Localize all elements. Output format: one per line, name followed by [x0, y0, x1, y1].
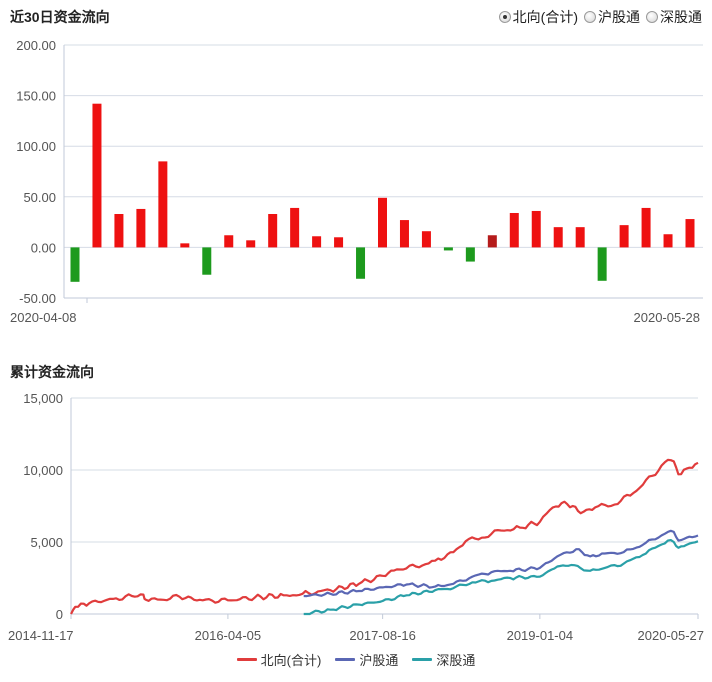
flow-bar	[70, 247, 80, 282]
radio-north-label: 北向(合计)	[512, 9, 578, 25]
flow-bar	[399, 220, 409, 248]
bar-y-tick-label: 150.00	[16, 89, 56, 104]
legend-item-shenzhen[interactable]: 深股通	[412, 650, 475, 669]
flow-bar	[92, 103, 102, 248]
flow-bar	[378, 197, 387, 248]
line-y-tick-label: 15,000	[23, 391, 63, 406]
flow-bar	[246, 240, 256, 248]
line-y-tick-label: 10,000	[23, 463, 63, 478]
radio-shanghai[interactable]: 沪股通	[584, 7, 640, 27]
bar-x-label-end: 2020-05-28	[634, 310, 701, 325]
flow-bar	[312, 236, 322, 248]
north-cumulative-line	[70, 458, 699, 615]
flow-bar	[641, 207, 651, 248]
line-x-tick-label: 2019-01-04	[507, 628, 574, 643]
flow-bar	[465, 247, 475, 262]
legend-item-shanghai[interactable]: 沪股通	[335, 650, 398, 669]
line-x-tick-label: 2020-05-27	[638, 628, 705, 643]
flow-bar	[202, 247, 212, 275]
radio-shanghai-label: 沪股通	[598, 9, 640, 25]
net-flow-title: 近30日资金流向	[10, 9, 110, 25]
radio-shenzhen-dot-icon[interactable]	[646, 11, 658, 23]
daily-flow-bar-chart: 200.00 150.00 100.00 50.00 0.00 -50.00 2020-04…	[10, 38, 703, 325]
line-x-tick-label: 2014-11-17	[8, 628, 74, 643]
legend-item-north[interactable]: 北向(合计)	[236, 650, 322, 669]
legend-shanghai-label: 沪股通	[359, 653, 399, 668]
bar-y-tick-label: 100.00	[16, 139, 56, 154]
flow-bar	[180, 243, 190, 248]
radio-shanghai-dot-icon[interactable]	[584, 11, 596, 23]
legend-north-swatch	[236, 658, 257, 661]
flow-bar	[334, 237, 344, 248]
legend-shenzhen-label: 深股通	[436, 653, 476, 668]
shanghai-cumulative-line	[303, 529, 699, 598]
line-x-tick-label: 2016-04-05	[195, 628, 262, 643]
flow-bar	[421, 231, 431, 248]
flow-bar	[290, 207, 300, 248]
cumulative-flow-title: 累计资金流向	[10, 364, 94, 380]
flow-bar	[268, 214, 278, 248]
market-selector: 北向(合计) 沪股通 深股通	[498, 7, 702, 27]
flow-bar	[509, 212, 519, 248]
radio-shenzhen[interactable]: 深股通	[646, 7, 702, 27]
flow-bar	[136, 208, 146, 248]
flow-bar	[663, 234, 673, 248]
flow-bar	[158, 161, 168, 248]
line-y-tick-label: 0	[56, 607, 63, 622]
flow-bar	[597, 247, 607, 281]
flow-bar	[443, 247, 453, 251]
flow-bar	[356, 247, 366, 279]
flow-bar	[487, 235, 497, 248]
line-x-tick-label: 2017-08-16	[349, 628, 416, 643]
radio-north[interactable]: 北向(合计)	[498, 7, 578, 27]
legend-shanghai-swatch	[335, 658, 356, 661]
flow-bar	[575, 227, 585, 248]
bar-y-tick-label: -50.00	[19, 291, 56, 306]
bar-x-label-start: 2020-04-08	[10, 310, 77, 325]
legend-north-label: 北向(合计)	[260, 653, 322, 668]
flow-bar	[531, 210, 541, 248]
flow-bar	[619, 225, 629, 248]
flow-bar	[114, 214, 124, 248]
shenzhen-cumulative-line	[303, 539, 699, 616]
line-y-tick-label: 5,000	[30, 535, 63, 550]
radio-north-dot-icon[interactable]	[498, 11, 511, 23]
flow-bar	[224, 235, 234, 248]
bar-y-tick-label: 200.00	[16, 38, 56, 53]
bar-y-tick-label: 0.00	[31, 240, 56, 255]
flow-bar	[553, 227, 563, 248]
legend-shenzhen-swatch	[412, 658, 433, 661]
bar-y-tick-label: 50.00	[23, 190, 56, 205]
flow-bar	[685, 219, 695, 248]
radio-shenzhen-label: 深股通	[660, 9, 702, 25]
cumulative-legend: 北向(合计) 沪股通 深股通	[0, 650, 712, 669]
